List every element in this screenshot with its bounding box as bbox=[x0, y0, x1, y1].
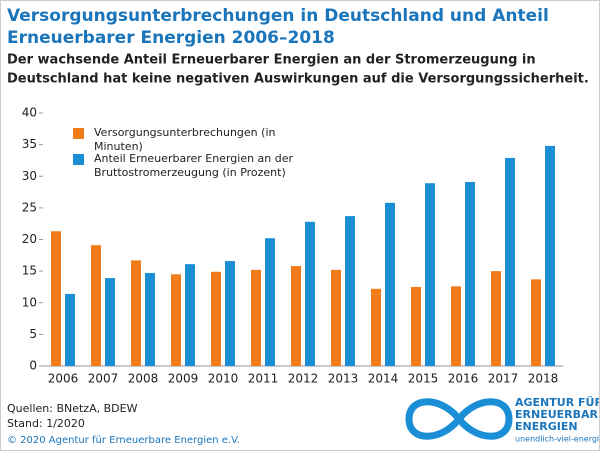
y-tick-label: 10 bbox=[22, 295, 37, 309]
bar bbox=[291, 266, 301, 366]
logo-symbol bbox=[405, 398, 513, 440]
bar bbox=[171, 274, 181, 366]
legend-label: Versorgungsunterbrechungen (in Minuten) bbox=[94, 126, 276, 153]
copyright: © 2020 Agentur für Erneuerbare Energien … bbox=[7, 435, 240, 446]
x-tick-label: 2015 bbox=[408, 372, 439, 386]
x-tick-label: 2013 bbox=[328, 372, 359, 386]
bar bbox=[345, 216, 355, 366]
bar bbox=[105, 278, 115, 366]
bar bbox=[491, 271, 501, 366]
bar bbox=[425, 183, 435, 366]
x-tick-label: 2008 bbox=[128, 372, 159, 386]
bar bbox=[371, 288, 381, 366]
chart-title: Versorgungsunterbrechungen in Deutschlan… bbox=[7, 6, 549, 26]
x-tick-label: 2018 bbox=[528, 372, 559, 386]
logo-text: AGENTUR FÜR bbox=[515, 395, 599, 409]
y-tick-label: 25 bbox=[22, 200, 37, 214]
x-tick-label: 2010 bbox=[208, 372, 239, 386]
y-tick-label: 35 bbox=[22, 137, 37, 151]
bar bbox=[385, 202, 395, 366]
legend-swatch bbox=[73, 154, 84, 165]
bar bbox=[91, 245, 101, 366]
status: Stand: 1/2020 bbox=[7, 417, 85, 430]
x-tick-label: 2012 bbox=[288, 372, 319, 386]
bar bbox=[51, 231, 61, 366]
bar bbox=[411, 286, 421, 366]
x-tick-label: 2006 bbox=[48, 372, 79, 386]
x-tick-label: 2009 bbox=[168, 372, 199, 386]
y-tick-label: 0 bbox=[29, 359, 37, 373]
bar bbox=[505, 157, 515, 366]
legend-label: Anteil Erneuerbarer Energien an der Brut… bbox=[94, 152, 294, 179]
bar bbox=[211, 271, 221, 366]
legend-swatch bbox=[73, 128, 84, 139]
logo-text: ERNEUERBARE bbox=[515, 408, 599, 421]
x-tick-label: 2016 bbox=[448, 372, 479, 386]
bar bbox=[131, 260, 141, 366]
sources: Quellen: BNetzA, BDEW bbox=[7, 402, 138, 415]
bar bbox=[265, 238, 275, 366]
logo-url: unendlich-viel-energie.de bbox=[515, 435, 599, 444]
chart-title: Erneuerbarer Energien 2006–2018 bbox=[7, 28, 335, 48]
bar bbox=[185, 264, 195, 366]
subtitle: Deutschland hat keine negativen Auswirku… bbox=[7, 72, 589, 87]
y-tick-label: 20 bbox=[22, 232, 37, 246]
bar bbox=[331, 269, 341, 366]
x-tick-label: 2007 bbox=[88, 372, 119, 386]
bar bbox=[251, 269, 261, 366]
subtitle: Der wachsende Anteil Erneuerbarer Energi… bbox=[7, 53, 536, 68]
bar bbox=[465, 181, 475, 366]
y-tick-label: 30 bbox=[22, 169, 37, 183]
bar bbox=[545, 145, 555, 366]
bar bbox=[531, 279, 541, 366]
x-tick-label: 2017 bbox=[488, 372, 519, 386]
y-tick-label: 5 bbox=[29, 327, 37, 341]
bar bbox=[145, 273, 155, 366]
y-tick-label: 15 bbox=[22, 264, 37, 278]
logo-text: ENERGIEN bbox=[515, 420, 578, 433]
bar bbox=[451, 286, 461, 366]
bar bbox=[65, 293, 75, 366]
x-tick-label: 2014 bbox=[368, 372, 399, 386]
x-tick-label: 2011 bbox=[248, 372, 279, 386]
bar bbox=[305, 221, 315, 366]
bar bbox=[225, 261, 235, 366]
y-tick-label: 40 bbox=[22, 106, 37, 120]
